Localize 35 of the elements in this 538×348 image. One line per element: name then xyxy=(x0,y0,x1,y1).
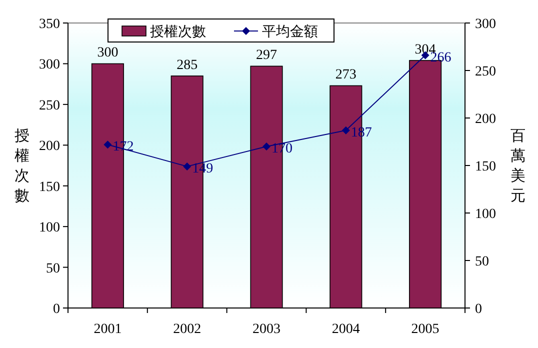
y-tick-label: 100 xyxy=(39,220,60,236)
data-label: 187 xyxy=(350,125,372,140)
y2-tick-label: 0 xyxy=(475,302,482,317)
x-tick-label: 2002 xyxy=(173,322,202,337)
point xyxy=(183,162,192,170)
data-label: 285 xyxy=(176,58,198,73)
x-tick-label: 2005 xyxy=(411,322,440,337)
data-label: 149 xyxy=(192,161,214,176)
data-label: 300 xyxy=(97,46,118,61)
y-tick-label: 150 xyxy=(39,180,60,195)
data-label: 170 xyxy=(272,142,292,156)
y2-tick-label: 150 xyxy=(475,160,496,174)
point xyxy=(262,142,270,150)
y-tick-label: 200 xyxy=(39,139,60,154)
y-tick-label: 250 xyxy=(39,98,60,114)
y2-tick-label: 50 xyxy=(475,254,489,270)
y2-tick-label: 250 xyxy=(475,64,496,80)
x-tick-label: 2003 xyxy=(252,322,280,337)
x-tick-label: 2001 xyxy=(94,322,122,337)
legend-label: 平均金額 xyxy=(262,23,318,39)
data-label: 273 xyxy=(335,68,356,83)
y2-tick-label: 300 xyxy=(475,17,496,32)
y-tick-label: 300 xyxy=(39,58,60,73)
y2-tick-label: 100 xyxy=(475,207,496,222)
point xyxy=(104,140,112,149)
y2-axis-title: 百萬美元 xyxy=(510,128,526,204)
y-tick-label: 350 xyxy=(39,17,60,32)
y2-tick-label: 200 xyxy=(475,112,496,127)
x-tick-label: 2004 xyxy=(332,322,360,337)
y-axis-title: 授權次數 xyxy=(14,128,30,204)
legend-label: 授權次數 xyxy=(150,23,206,39)
point xyxy=(342,126,350,134)
y-tick-label: 50 xyxy=(46,261,60,276)
y-tick-label: 0 xyxy=(53,302,60,317)
data-label: 297 xyxy=(256,48,277,64)
